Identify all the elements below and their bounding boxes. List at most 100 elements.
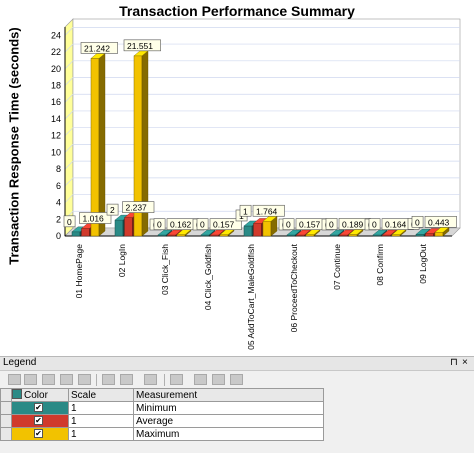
data-label-average: 2.237 bbox=[126, 203, 148, 213]
pin-icon[interactable]: ⊓ bbox=[450, 357, 458, 368]
bar-average-top bbox=[209, 229, 226, 236]
data-label-average: 0 bbox=[200, 220, 205, 230]
legend-checkbox[interactable]: ✔ bbox=[34, 429, 43, 438]
gridline bbox=[64, 60, 460, 70]
legend-measurement: Average bbox=[133, 414, 324, 428]
bar-maximum bbox=[262, 221, 272, 237]
data-label-average-box bbox=[122, 201, 155, 213]
data-label-maximum-box bbox=[123, 39, 161, 52]
legend-checkbox[interactable]: ✔ bbox=[34, 403, 43, 412]
data-label-maximum: 21.242 bbox=[84, 43, 110, 53]
data-label-average-box bbox=[368, 218, 381, 230]
x-tick-label: 08 Confirm bbox=[375, 244, 385, 286]
bar-maximum bbox=[391, 234, 401, 237]
gridline bbox=[64, 194, 460, 203]
y-tick-label: 22 bbox=[51, 47, 61, 57]
data-label-average: 0 bbox=[372, 220, 377, 230]
x-tick-label: 02 LogIn bbox=[117, 244, 127, 277]
x-tick-label: 03 Click_Fish bbox=[160, 244, 170, 295]
toolbar-button-2[interactable] bbox=[24, 374, 37, 385]
x-tick-label: 05 AddToCart_MaleGoldfish bbox=[246, 244, 256, 350]
bar-minimum bbox=[71, 231, 81, 237]
legend-color-cell[interactable]: ✔ bbox=[11, 427, 69, 441]
bar-average bbox=[425, 233, 434, 237]
bar-minimum-top bbox=[286, 229, 302, 236]
legend-toolbar bbox=[0, 371, 474, 389]
data-label-maximum-box bbox=[209, 218, 242, 230]
color-column-header[interactable]: Color bbox=[11, 388, 69, 402]
data-label-maximum-box bbox=[252, 204, 285, 217]
bar-minimum-top bbox=[329, 229, 345, 236]
data-label-minimum-box bbox=[63, 215, 76, 228]
row-header-cell bbox=[0, 414, 12, 428]
data-label-average-box bbox=[239, 204, 252, 217]
toolbar-button-3[interactable] bbox=[42, 374, 55, 385]
gridline bbox=[64, 93, 460, 103]
gridline bbox=[64, 27, 460, 36]
legend-measurement: Maximum bbox=[133, 427, 324, 441]
y-tick-label: 0 bbox=[56, 231, 61, 241]
legend-row[interactable]: ✔ 1 Maximum bbox=[0, 427, 324, 441]
toolbar-separator bbox=[96, 374, 97, 386]
bar-average-top bbox=[166, 229, 183, 236]
toolbar-button-10[interactable] bbox=[194, 374, 207, 385]
data-label-minimum: 0 bbox=[67, 217, 72, 227]
gridline bbox=[64, 144, 460, 153]
y-tick-label: 10 bbox=[51, 147, 61, 157]
close-icon[interactable]: × bbox=[462, 357, 468, 368]
toolbar-button-12[interactable] bbox=[230, 374, 243, 385]
toolbar-button-7[interactable] bbox=[120, 374, 133, 385]
measurement-column-header[interactable]: Measurement bbox=[133, 388, 324, 402]
bar-minimum-top bbox=[200, 229, 216, 236]
legend-titlebar: Legend ⊓ × bbox=[0, 357, 474, 371]
legend-title: Legend bbox=[3, 357, 37, 368]
row-header-cell bbox=[0, 427, 12, 441]
toolbar-button-8[interactable] bbox=[144, 374, 157, 385]
toolbar-separator bbox=[164, 374, 165, 386]
data-label-average: 0 bbox=[415, 217, 420, 227]
data-label-average: 0 bbox=[329, 219, 334, 229]
axis-wall-left bbox=[64, 18, 74, 237]
color-swatch: ✔ bbox=[12, 428, 68, 440]
x-tick-label: 09 LogOut bbox=[418, 243, 428, 283]
bar-maximum-side bbox=[98, 52, 106, 237]
gridline bbox=[64, 110, 460, 120]
data-label-average-box bbox=[325, 218, 338, 230]
legend-color-cell[interactable]: ✔ bbox=[11, 414, 69, 428]
chart-area: Transaction Performance Summary Transact… bbox=[6, 3, 461, 350]
x-tick-label: 01 HomePage bbox=[74, 244, 84, 299]
legend-checkbox[interactable]: ✔ bbox=[34, 416, 43, 425]
scale-column-header[interactable]: Scale bbox=[68, 388, 134, 402]
data-label-average-box bbox=[411, 215, 424, 228]
toolbar-button-1[interactable] bbox=[8, 374, 21, 385]
bar-average-top bbox=[381, 229, 398, 236]
color-column-icon bbox=[12, 389, 22, 399]
y-tick-label: 2 bbox=[56, 214, 61, 224]
data-label-minimum: 2 bbox=[110, 205, 115, 215]
legend-row[interactable]: ✔ 1 Average bbox=[0, 414, 324, 428]
data-label-average: 1.016 bbox=[83, 213, 105, 223]
legend-scale[interactable]: 1 bbox=[68, 401, 134, 415]
legend-scale[interactable]: 1 bbox=[68, 427, 134, 441]
legend-row[interactable]: ✔ 1 Minimum bbox=[0, 401, 324, 415]
toolbar-button-6[interactable] bbox=[102, 374, 115, 385]
gridline bbox=[64, 127, 460, 136]
x-tick-label: 07 Continue bbox=[332, 244, 342, 290]
gridline bbox=[64, 160, 460, 170]
bar-minimum bbox=[415, 234, 425, 237]
data-label-maximum: 0.443 bbox=[428, 217, 450, 227]
bar-minimum-top bbox=[372, 229, 388, 236]
y-axis-label: Transaction Response Time (seconds) bbox=[6, 27, 22, 265]
color-swatch: ✔ bbox=[12, 415, 68, 427]
toolbar-button-9[interactable] bbox=[170, 374, 183, 385]
toolbar-button-11[interactable] bbox=[212, 374, 225, 385]
legend-color-cell[interactable]: ✔ bbox=[11, 401, 69, 415]
legend-scale[interactable]: 1 bbox=[68, 414, 134, 428]
bar-minimum bbox=[114, 219, 124, 237]
toolbar-button-4[interactable] bbox=[60, 374, 73, 385]
y-tick-label: 16 bbox=[51, 97, 61, 107]
y-tick-label: 20 bbox=[51, 64, 61, 74]
legend-panel: Legend ⊓ × Color Scale Measurement ✔ 1 M… bbox=[0, 356, 474, 453]
filter-icon[interactable] bbox=[78, 374, 91, 385]
